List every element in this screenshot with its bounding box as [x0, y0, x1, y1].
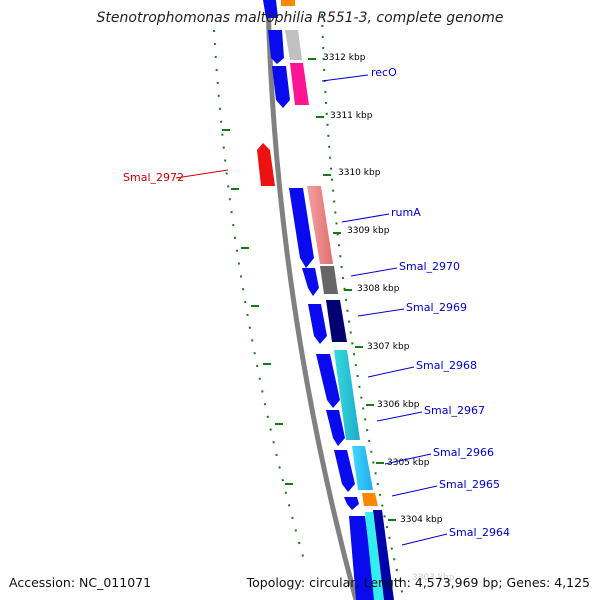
gene-label-Smal_2972[interactable]: Smal_2972 [123, 171, 184, 184]
gene-label-Smal_2967[interactable]: Smal_2967 [424, 404, 485, 417]
label-leader-lines [175, 74, 448, 546]
accession-text: Accession: NC_011071 [9, 575, 152, 590]
category-bar-Smal_2964-a [365, 512, 384, 600]
gene-label-Smal_2964[interactable]: Smal_2964 [449, 526, 510, 539]
category-bar-recO [290, 63, 309, 105]
forward-genes [263, 0, 376, 600]
genome-backbone [265, 0, 359, 600]
scale-label-3306: 3306 kbp [377, 400, 420, 410]
gene-label-Smal_2968[interactable]: Smal_2968 [416, 359, 477, 372]
gene-label-recO[interactable]: recO [371, 66, 397, 79]
scale-label-3311: 3311 kbp [330, 111, 373, 121]
gene-arrow-recO[interactable] [272, 66, 290, 108]
gene-label-Smal_2966[interactable]: Smal_2966 [433, 446, 494, 459]
gene-label-Smal_2965[interactable]: Smal_2965 [439, 478, 500, 491]
gene-arrow-rumA[interactable] [289, 188, 314, 268]
map-title: Stenotrophomonas maltophilia R551-3, com… [96, 10, 504, 26]
gene-label-rumA[interactable]: rumA [391, 206, 421, 219]
gene-label-Smal_2970[interactable]: Smal_2970 [399, 260, 460, 273]
gene-arrow-Smal_2966[interactable] [334, 450, 355, 492]
category-bar-rumA [307, 186, 333, 264]
category-bar-Smal_2969 [326, 300, 347, 342]
category-bar-Smal_2968 [334, 350, 360, 440]
scale-label-3308: 3308 kbp [357, 284, 400, 294]
category-bar-Smal_2970 [320, 266, 338, 294]
scale-label-3310: 3310 kbp [338, 168, 381, 178]
scale-label-3305: 3305 kbp [387, 458, 430, 468]
category-bar-Smal_2965 [362, 493, 378, 506]
gene-arrow-Smal_2965[interactable] [344, 497, 359, 510]
scale-tick-marks [308, 58, 396, 521]
gene-arrow-Smal_2972[interactable] [257, 143, 275, 186]
gene-category-bars [281, 0, 394, 600]
gene-label-Smal_2969[interactable]: Smal_2969 [406, 301, 467, 314]
scale-label-3312: 3312 kbp [323, 53, 366, 63]
category-bar-Smal_2964-b [373, 510, 394, 600]
scale-label-3309: 3309 kbp [347, 226, 390, 236]
category-bar-grey-top [285, 30, 302, 60]
gene-arrow-Smal_2968[interactable] [316, 354, 340, 408]
outer-dotted-ring [321, 13, 405, 600]
category-bar-Smal_2966 [352, 446, 373, 490]
gene-arrow-top-1[interactable] [268, 30, 284, 64]
scale-label-3304: 3304 kbp [400, 515, 443, 525]
gene-arrow-Smal_2969[interactable] [308, 304, 327, 344]
category-bar-orange-top [281, 0, 295, 6]
genome-summary-text: Topology: circular; Length: 4,573,969 bp… [246, 575, 590, 590]
gene-arrow-Smal_2964[interactable] [349, 516, 376, 600]
scale-label-3303: 3303 kbp [412, 573, 455, 583]
gene-arrow-Smal_2967[interactable] [326, 410, 345, 446]
gene-arrow-top-0[interactable] [263, 0, 278, 18]
gene-arrow-Smal_2970[interactable] [302, 268, 319, 296]
inner-major-ticks [222, 129, 293, 485]
scale-label-3307: 3307 kbp [367, 342, 410, 352]
